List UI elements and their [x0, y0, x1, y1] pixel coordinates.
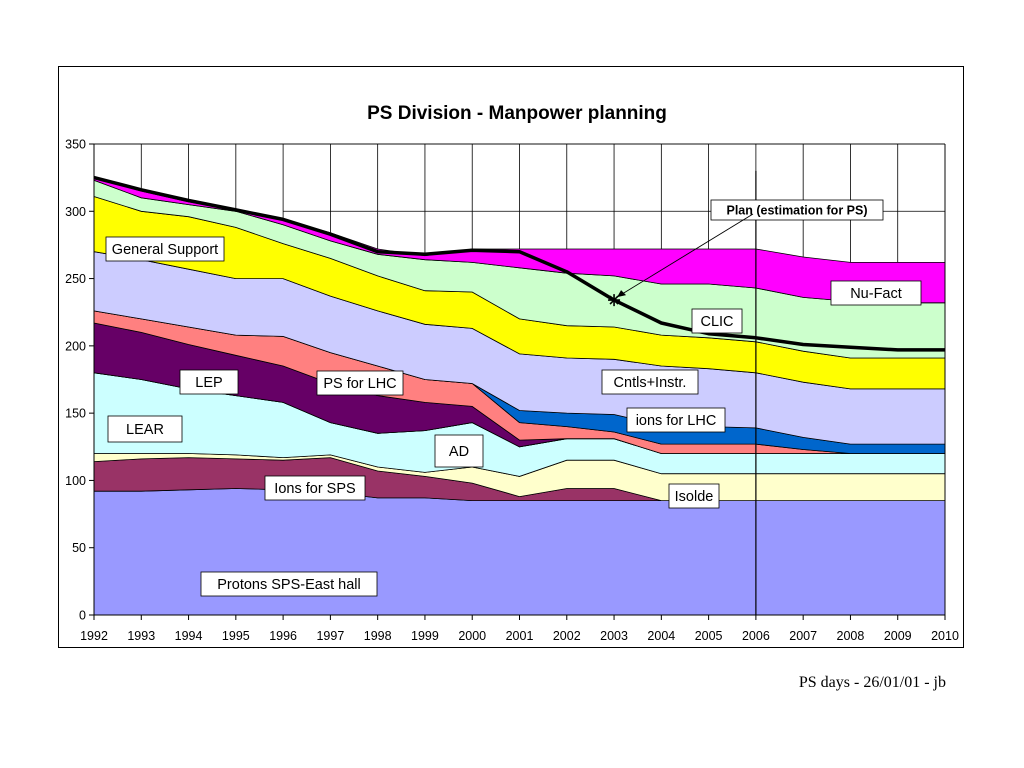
x-tick-label: 2008	[837, 629, 865, 643]
x-tick-label: 2000	[458, 629, 486, 643]
x-tick-label: 1992	[80, 629, 108, 643]
y-tick-label: 350	[65, 138, 86, 152]
plan-layer	[93, 170, 945, 615]
label-box-ions-for-lhc	[626, 407, 726, 433]
plan-marker	[608, 294, 621, 307]
y-tick-label: 50	[72, 541, 86, 555]
y-tick-label: 200	[65, 339, 86, 353]
plan-arrow-head	[617, 290, 627, 298]
label-box-ions-for-sps	[264, 475, 366, 501]
x-tick-label: 1995	[222, 629, 250, 643]
label-box-ad	[434, 434, 484, 468]
x-tick-label: 2006	[742, 629, 770, 643]
label-lep: LEP	[195, 375, 222, 391]
x-tick-label: 1996	[269, 629, 297, 643]
x-tick-label: 2007	[789, 629, 817, 643]
label-ad: AD	[449, 444, 469, 460]
chart-frame: PS Division - Manpower planning 0 50 100 15…	[58, 66, 964, 648]
label-general-support: General Support	[112, 242, 218, 258]
x-tick-label: 2005	[695, 629, 723, 643]
plan-line	[93, 175, 945, 352]
label-nu-fact: Nu-Fact	[850, 286, 902, 302]
label-protons-sps-east-hall: Protons SPS-East hall	[217, 577, 360, 593]
y-tick-label: 250	[65, 272, 86, 286]
label-box-general-support	[105, 236, 225, 262]
chart-title: PS Division - Manpower planning	[367, 103, 667, 124]
x-tick-label: 2009	[884, 629, 912, 643]
x-tick-label: 2010	[931, 629, 959, 643]
x-tick-label: 2003	[600, 629, 628, 643]
x-tick-label: 1997	[316, 629, 344, 643]
label-box-lep	[179, 369, 239, 395]
label-layer: General Support Nu-Fact CLIC LEP PS for LHC C…	[105, 199, 922, 597]
y-tick-label: 0	[79, 609, 86, 623]
label-box-nu-fact	[830, 280, 922, 306]
x-tick-label: 1998	[364, 629, 392, 643]
label-cntls-instr: Cntls+Instr.	[614, 375, 687, 391]
y-tick-label: 300	[65, 205, 86, 219]
label-ps-for-lhc: PS for LHC	[323, 376, 396, 392]
label-box-cntls-instr	[601, 369, 699, 395]
footer-text: PS days - 26/01/01 - jb	[798, 674, 946, 691]
label-box-clic	[691, 308, 743, 334]
chart-svg: PS Division - Manpower planning 0 50 100 15…	[65, 103, 959, 644]
y-tick-label: 100	[65, 474, 86, 488]
label-isolde: Isolde	[675, 489, 714, 505]
label-box-isolde	[668, 483, 720, 509]
label-ions-for-lhc: ions for LHC	[636, 413, 717, 429]
label-clic: CLIC	[700, 314, 733, 330]
x-tick-label: 1999	[411, 629, 439, 643]
label-box-ps-for-lhc	[316, 370, 404, 396]
label-ions-for-sps: Ions for SPS	[274, 481, 355, 497]
label-box-lear	[107, 415, 183, 443]
x-tick-label: 1994	[175, 629, 203, 643]
x-tick-label: 1993	[127, 629, 155, 643]
x-tick-label: 2002	[553, 629, 581, 643]
axis-layer: 0 50 100 150 200 250 300 350 1992 1993 1994 1995 199…	[65, 138, 959, 644]
x-tick-label: 2001	[506, 629, 534, 643]
label-box-plan-estimation-for-ps	[710, 199, 884, 221]
label-plan-estimation-for-ps: Plan (estimation for PS)	[727, 203, 868, 217]
label-box-protons-sps-east-hall	[200, 571, 378, 597]
label-lear: LEAR	[126, 422, 164, 438]
x-tick-label: 2004	[647, 629, 675, 643]
y-tick-label: 150	[65, 407, 86, 421]
plan-arrow-line	[616, 213, 754, 298]
